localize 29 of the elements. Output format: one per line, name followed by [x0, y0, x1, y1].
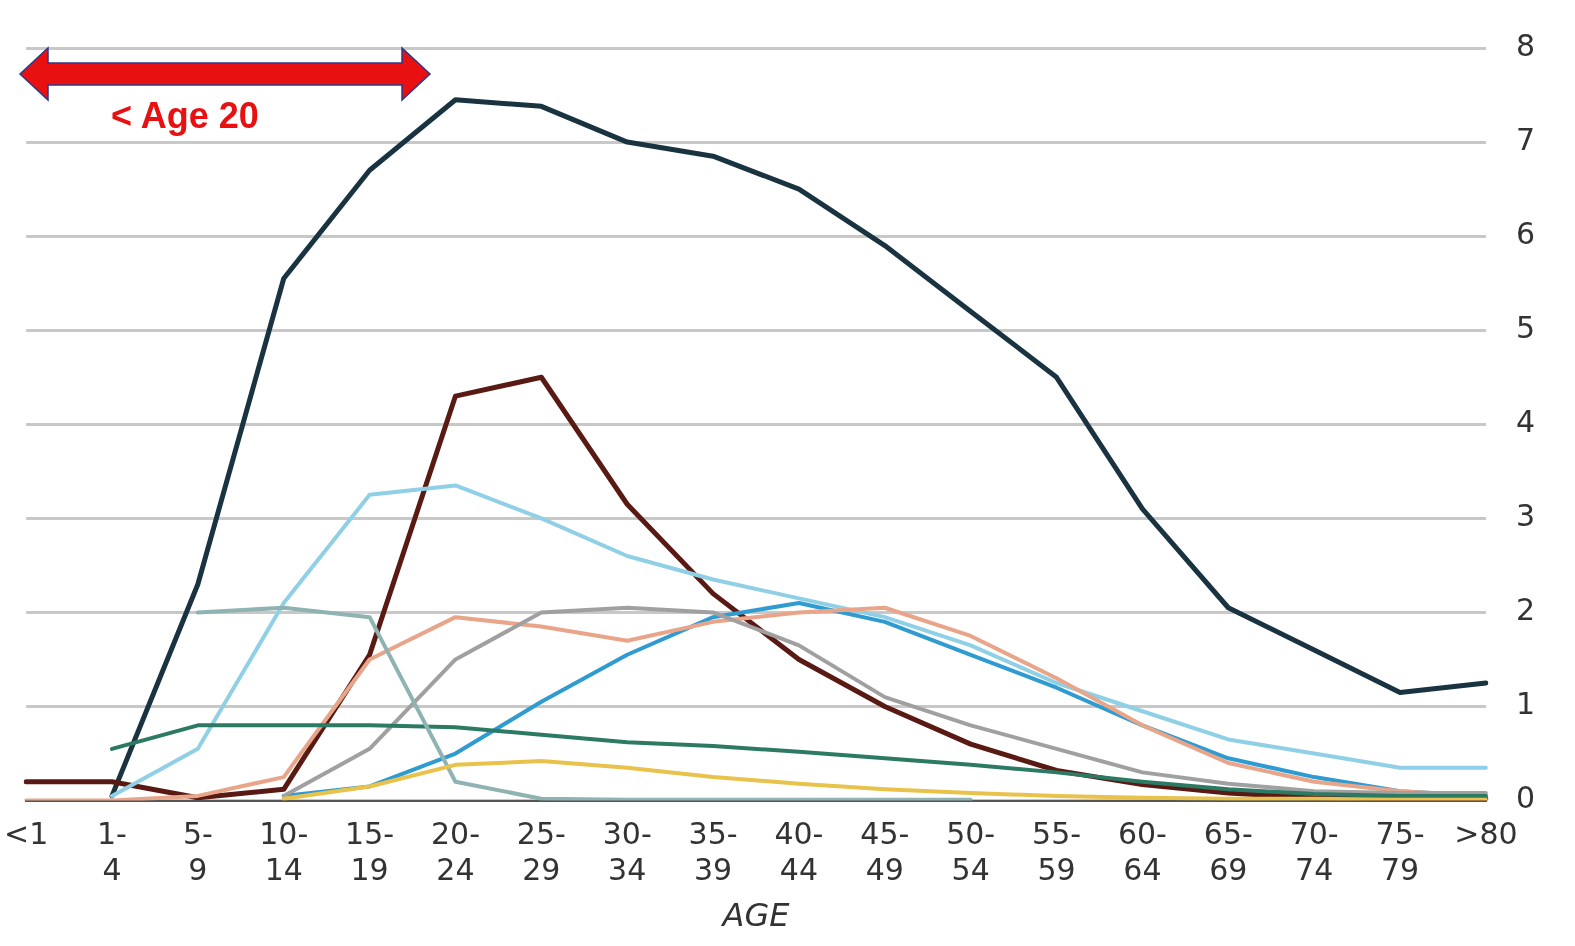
x-tick-label: 50-54: [946, 816, 996, 888]
y-tick-label: 0: [1515, 780, 1536, 816]
x-tick-label: >80: [1454, 816, 1518, 852]
y-tick-label: 1: [1515, 686, 1536, 722]
x-tick-label: <1: [3, 816, 49, 852]
x-tick-label: 5-9: [182, 816, 213, 888]
y-tick-label: 2: [1515, 592, 1536, 628]
x-tick-label: 65-69: [1203, 816, 1253, 888]
x-tick-label: 55-59: [1032, 816, 1082, 888]
x-tick-label: 1-4: [97, 816, 127, 888]
y-tick-label: 7: [1515, 121, 1536, 157]
x-tick-label: 70-74: [1289, 816, 1339, 888]
y-tick-label: 6: [1515, 215, 1536, 251]
x-tick-label: 45-49: [860, 816, 910, 888]
x-tick-label: 35-39: [688, 816, 738, 888]
x-tick-label: 25-29: [516, 816, 566, 888]
x-tick-label: 60-64: [1117, 816, 1167, 888]
annotation: < Age 20: [111, 94, 259, 136]
y-tick-label: 8: [1515, 27, 1536, 63]
x-axis-title: AGE: [720, 896, 791, 935]
x-tick-label: 10-14: [259, 816, 309, 888]
y-tick-label: 5: [1515, 310, 1536, 346]
x-tick-label: 40-44: [774, 816, 824, 888]
x-tick-label: 75-79: [1375, 816, 1425, 888]
x-tick-label: 15-19: [345, 816, 395, 888]
y-tick-label: 3: [1515, 498, 1536, 534]
x-tick-label: 20-24: [430, 816, 480, 888]
y-tick-label: 4: [1515, 404, 1536, 440]
x-tick-label: 30-34: [602, 816, 652, 888]
